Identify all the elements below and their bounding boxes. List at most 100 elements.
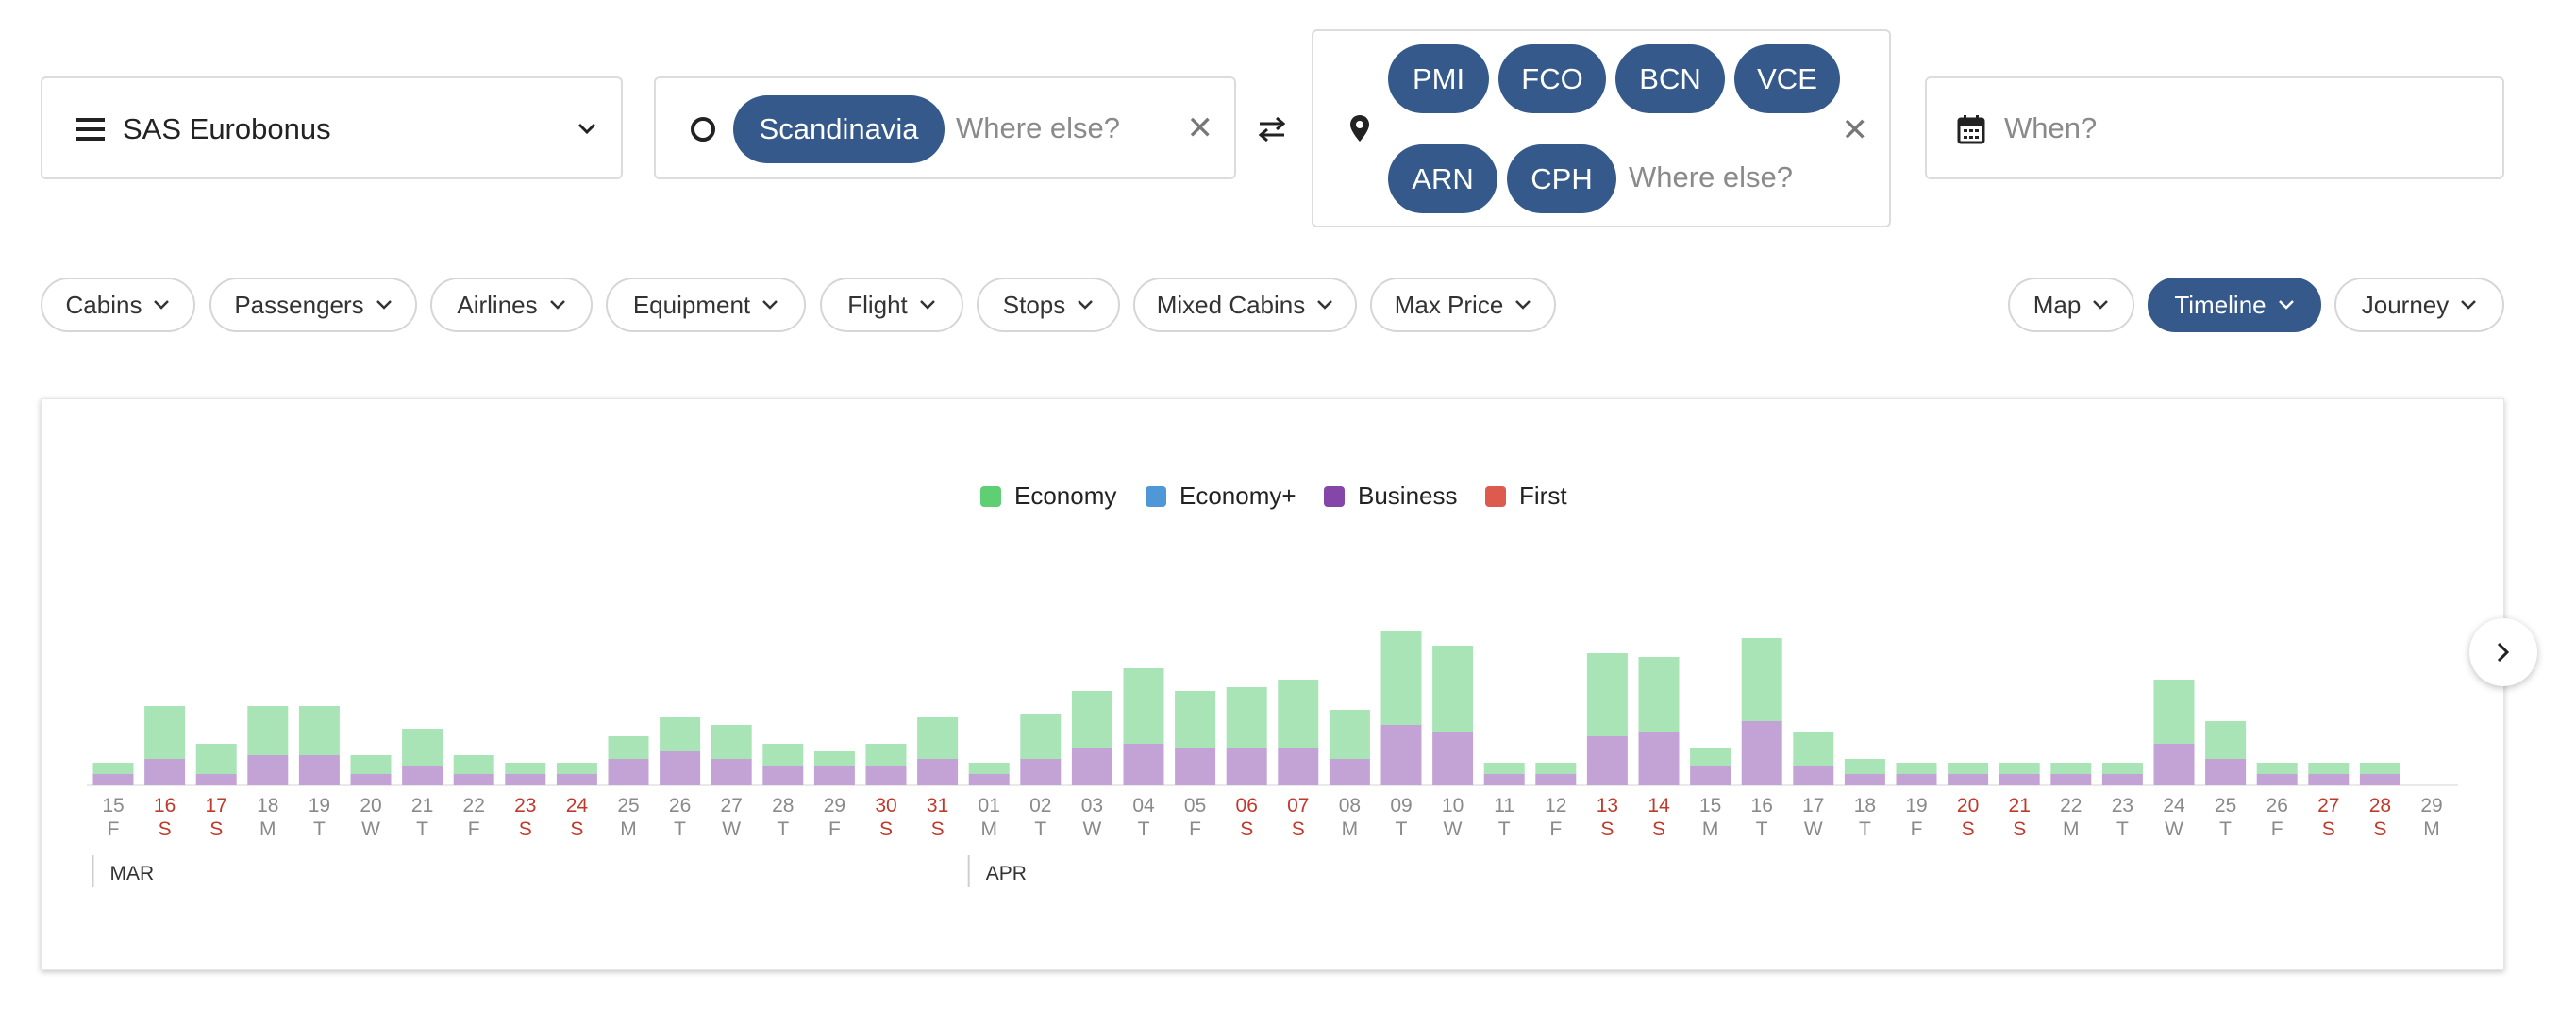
bar-business[interactable] xyxy=(2256,774,2298,785)
bar-business[interactable] xyxy=(1586,736,1628,785)
bar-business[interactable] xyxy=(2308,774,2350,785)
swap-icon[interactable] xyxy=(1258,117,1286,142)
legend-economy[interactable]: Economy xyxy=(980,481,1116,511)
origin-chip[interactable]: Scandinavia xyxy=(733,95,945,163)
bar-economy[interactable] xyxy=(144,706,186,759)
bar-business[interactable] xyxy=(1226,748,1267,785)
bar-business[interactable] xyxy=(1741,721,1782,785)
bar-economy[interactable] xyxy=(247,706,289,755)
bar-business[interactable] xyxy=(92,774,134,785)
filter-max-price[interactable]: Max Price xyxy=(1370,278,1556,332)
next-page-button[interactable] xyxy=(2469,618,2537,686)
bar-economy[interactable] xyxy=(1948,763,1989,774)
bar-business[interactable] xyxy=(2101,774,2143,785)
bar-business[interactable] xyxy=(608,759,649,785)
bar-economy[interactable] xyxy=(1020,714,1062,759)
bar-economy[interactable] xyxy=(1278,680,1319,748)
destination-chip-vce[interactable]: VCE xyxy=(1734,44,1840,113)
bar-business[interactable] xyxy=(762,766,804,785)
origin-placeholder[interactable]: Where else? xyxy=(956,111,1121,144)
bar-business[interactable] xyxy=(1999,774,2040,785)
bar-economy[interactable] xyxy=(608,736,649,759)
bar-economy[interactable] xyxy=(1483,763,1525,774)
bar-economy[interactable] xyxy=(1329,710,1370,759)
destination-field[interactable]: PMI FCO BCN VCE ARN CPH Where else? ✕ xyxy=(1312,29,1891,227)
bar-business[interactable] xyxy=(402,766,443,785)
bar-business[interactable] xyxy=(2205,759,2247,785)
bar-economy[interactable] xyxy=(1690,748,1731,766)
bar-economy[interactable] xyxy=(453,755,494,774)
bar-business[interactable] xyxy=(1483,774,1525,785)
bar-business[interactable] xyxy=(298,755,340,785)
bar-economy[interactable] xyxy=(2153,680,2195,744)
bar-economy[interactable] xyxy=(92,763,134,774)
view-timeline[interactable]: Timeline xyxy=(2148,278,2321,332)
bar-business[interactable] xyxy=(711,759,752,785)
bar-economy[interactable] xyxy=(1844,759,1885,774)
bar-business[interactable] xyxy=(1948,774,1989,785)
legend-business[interactable]: Business xyxy=(1324,481,1458,511)
bar-business[interactable] xyxy=(1896,774,1937,785)
origin-field[interactable]: Scandinavia Where else? ✕ xyxy=(654,76,1236,179)
bar-economy[interactable] xyxy=(1123,668,1164,744)
bar-economy[interactable] xyxy=(1226,687,1267,748)
bar-economy[interactable] xyxy=(402,729,443,766)
filter-equipment[interactable]: Equipment xyxy=(606,278,806,332)
filter-mixed-cabins[interactable]: Mixed Cabins xyxy=(1133,278,1357,332)
bar-economy[interactable] xyxy=(2256,763,2298,774)
clear-destination-icon[interactable]: ✕ xyxy=(1841,112,1869,148)
bar-business[interactable] xyxy=(505,774,546,785)
bar-economy[interactable] xyxy=(1380,631,1422,725)
bar-economy[interactable] xyxy=(556,763,597,774)
bar-economy[interactable] xyxy=(195,744,237,774)
date-field[interactable]: When? xyxy=(1925,76,2504,179)
bar-business[interactable] xyxy=(1020,759,1062,785)
bar-economy[interactable] xyxy=(1793,732,1834,766)
destination-chip-cph[interactable]: CPH xyxy=(1507,144,1616,213)
bar-business[interactable] xyxy=(195,774,237,785)
bar-economy[interactable] xyxy=(505,763,546,774)
bar-business[interactable] xyxy=(1123,744,1164,785)
destination-chip-bcn[interactable]: BCN xyxy=(1615,44,1725,113)
bar-economy[interactable] xyxy=(1896,763,1937,774)
bar-business[interactable] xyxy=(813,766,855,785)
clear-origin-icon[interactable]: ✕ xyxy=(1186,110,1214,146)
bar-business[interactable] xyxy=(1638,732,1680,785)
bar-economy[interactable] xyxy=(2359,763,2400,774)
legend-first[interactable]: First xyxy=(1485,481,1567,511)
view-map[interactable]: Map xyxy=(2008,278,2134,332)
filter-flight[interactable]: Flight xyxy=(820,278,963,332)
bar-economy[interactable] xyxy=(968,763,1010,774)
bar-economy[interactable] xyxy=(1535,763,1577,774)
bar-economy[interactable] xyxy=(350,755,392,774)
bar-business[interactable] xyxy=(1844,774,1885,785)
bar-business[interactable] xyxy=(350,774,392,785)
bar-business[interactable] xyxy=(2153,744,2195,785)
bar-business[interactable] xyxy=(1690,766,1731,785)
destination-chip-fco[interactable]: FCO xyxy=(1498,44,1606,113)
bar-business[interactable] xyxy=(556,774,597,785)
filter-cabins[interactable]: Cabins xyxy=(41,278,195,332)
bar-economy[interactable] xyxy=(298,706,340,755)
destination-placeholder[interactable]: Where else? xyxy=(1629,160,1794,194)
filter-passengers[interactable]: Passengers xyxy=(209,278,417,332)
bar-economy[interactable] xyxy=(762,744,804,766)
legend-economy-plus[interactable]: Economy+ xyxy=(1146,481,1296,511)
date-placeholder[interactable]: When? xyxy=(2004,111,2098,144)
bar-business[interactable] xyxy=(144,759,186,785)
bar-business[interactable] xyxy=(1432,732,1474,785)
bar-economy[interactable] xyxy=(1175,691,1216,748)
bar-business[interactable] xyxy=(917,759,959,785)
bar-business[interactable] xyxy=(2050,774,2092,785)
program-selector[interactable]: SAS Eurobonus xyxy=(41,76,623,179)
bar-business[interactable] xyxy=(1793,766,1834,785)
bar-economy[interactable] xyxy=(660,717,701,751)
bar-economy[interactable] xyxy=(917,717,959,759)
bar-business[interactable] xyxy=(1535,774,1577,785)
bar-economy[interactable] xyxy=(2308,763,2350,774)
bar-business[interactable] xyxy=(1071,748,1112,785)
bar-business[interactable] xyxy=(865,766,907,785)
bar-business[interactable] xyxy=(1175,748,1216,785)
filter-stops[interactable]: Stops xyxy=(977,278,1120,332)
bar-economy[interactable] xyxy=(1586,653,1628,736)
